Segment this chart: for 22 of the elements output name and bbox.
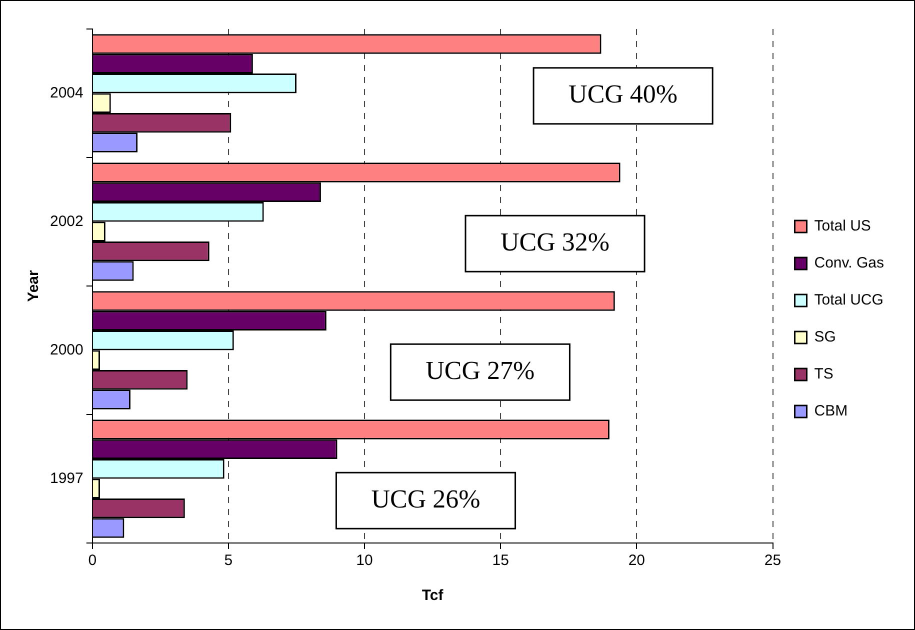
y-tick-label: 1997 [50,470,84,487]
x-tick-label: 15 [492,552,509,570]
legend-label: SG [814,328,836,346]
legend-label: Total US [814,218,871,235]
y-axis-title: Year [25,270,42,302]
legend-label: Total UCG [814,292,884,309]
x-tick-label: 10 [356,552,373,570]
legend-label: Conv. Gas [814,254,884,272]
legend-label: TS [814,366,834,383]
legend-label: CBM [814,402,848,420]
annotation: UCG 40% [568,80,678,109]
annotation: UCG 26% [371,484,480,514]
x-tick-label: 5 [224,552,233,570]
x-tick-label: 20 [628,552,646,570]
annotation: UCG 32% [500,227,610,256]
y-tick-label: 2000 [50,341,84,358]
annotation: UCG 27% [426,356,535,385]
x-axis-title: Tcf [422,587,444,604]
y-tick-label: 2004 [50,84,84,102]
x-tick-label: 0 [88,552,97,570]
x-tick-label: 25 [764,552,782,570]
y-tick-label: 2002 [50,212,84,230]
